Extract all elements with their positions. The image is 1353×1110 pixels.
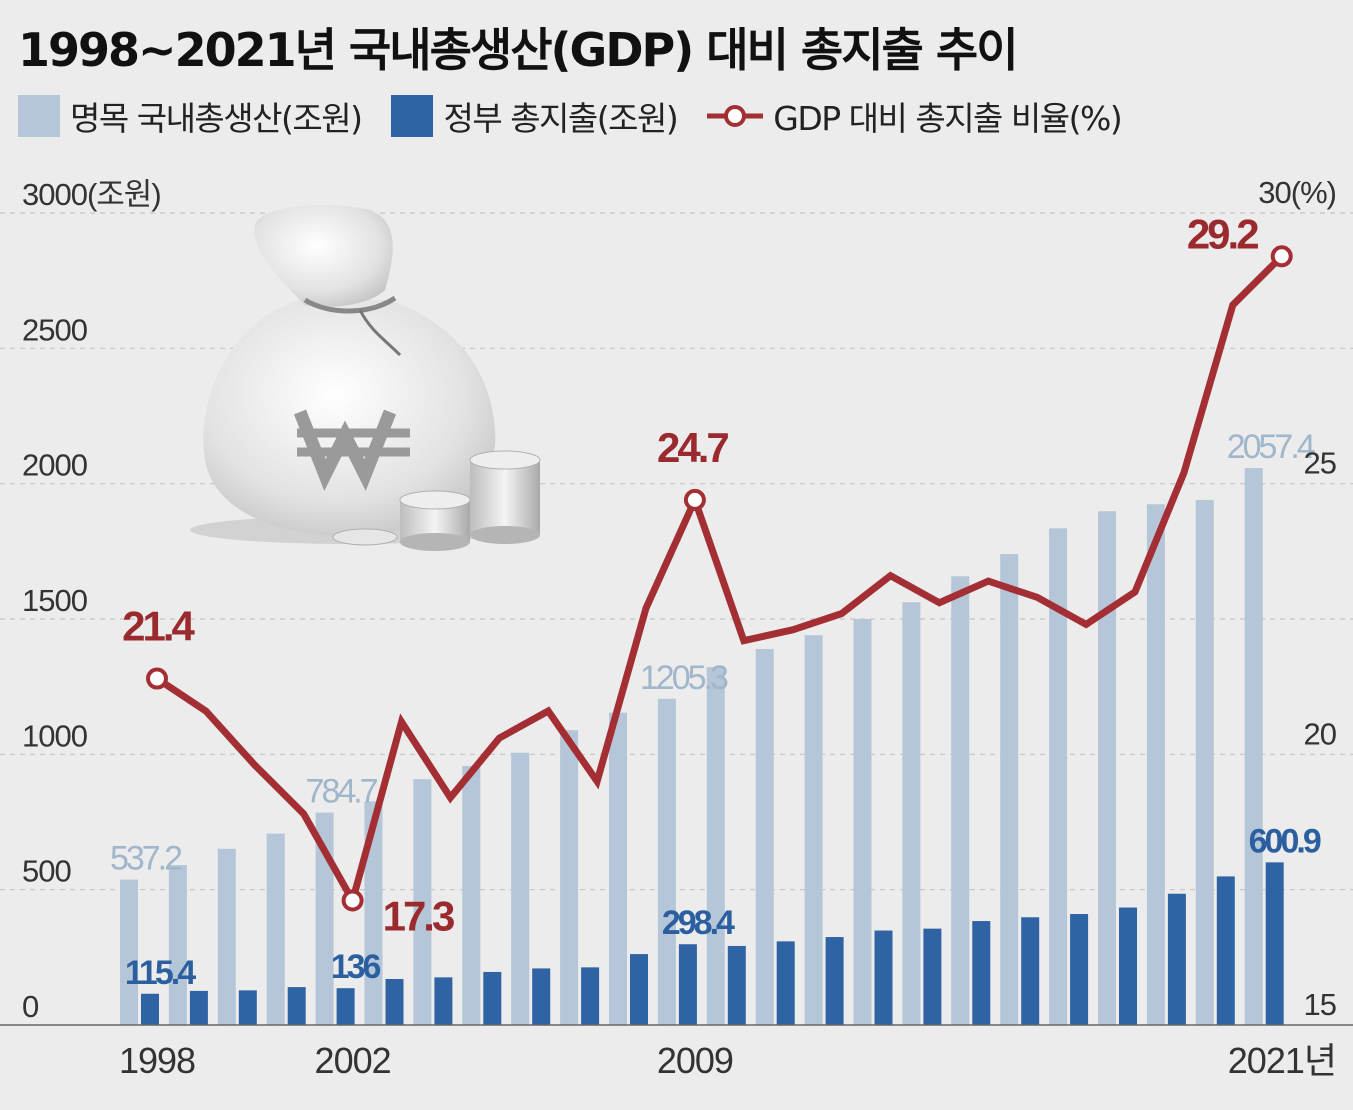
x-axis-tick-label: 2021년 bbox=[1228, 1040, 1336, 1081]
money-bag-icon bbox=[190, 205, 541, 551]
spend-bar bbox=[972, 921, 991, 1025]
gdp-data-label: 1205.3 bbox=[640, 659, 728, 697]
spend-data-label: 298.4 bbox=[662, 904, 735, 942]
spend-bar bbox=[874, 930, 893, 1025]
spend-bar bbox=[630, 954, 648, 1025]
legend-label-spend: 정부 총지출(조원) bbox=[443, 99, 678, 138]
gdp-bar bbox=[1195, 499, 1214, 1025]
legend-item-gdp: 명목 국내총생산(조원) bbox=[18, 92, 363, 140]
spend-bar bbox=[727, 945, 746, 1025]
spend-bar bbox=[287, 987, 306, 1025]
chart-title: 1998~2021년 국내총생산(GDP) 대비 총지출 추이 bbox=[18, 23, 1019, 77]
left-axis-tick-label: 2000 bbox=[22, 448, 88, 483]
gdp-bar bbox=[853, 619, 872, 1025]
gdp-data-label: 2057.4 bbox=[1227, 428, 1315, 466]
spend-bar bbox=[141, 993, 159, 1025]
legend-swatch-gdp bbox=[18, 95, 60, 137]
axis-labels: 0 500 1000 1500 2000 2500 3000(조원) 15 20 25 30(%) 1… bbox=[22, 175, 1338, 1081]
spend-bar bbox=[483, 971, 502, 1025]
gdp-bar bbox=[217, 848, 236, 1025]
gdp-bar bbox=[560, 730, 579, 1025]
right-axis-tick-label: 15 bbox=[1304, 987, 1336, 1022]
spend-bar bbox=[238, 990, 257, 1025]
spend-bar bbox=[581, 967, 600, 1025]
spend-bar bbox=[189, 990, 208, 1025]
legend-line-marker-icon bbox=[707, 105, 764, 127]
gdp-bar bbox=[1244, 468, 1263, 1026]
spend-bar bbox=[1216, 876, 1235, 1025]
legend-item-spend: 정부 총지출(조원) bbox=[391, 92, 679, 140]
spend-bar bbox=[532, 968, 551, 1025]
left-axis-tick-label: 500 bbox=[22, 854, 71, 889]
gdp-bar bbox=[1049, 528, 1068, 1025]
ratio-line bbox=[146, 245, 1293, 912]
ratio-marker bbox=[341, 889, 364, 912]
ratio-polyline bbox=[153, 252, 1286, 910]
right-axis-tick-label: 20 bbox=[1304, 716, 1337, 751]
spend-bar bbox=[336, 988, 355, 1025]
spend-bar bbox=[385, 978, 404, 1025]
spend-bar bbox=[1070, 914, 1089, 1025]
gdp-bar bbox=[951, 576, 970, 1025]
spend-bar bbox=[1265, 862, 1284, 1025]
x-axis-tick-label: 2009 bbox=[657, 1040, 733, 1081]
spend-bar bbox=[678, 944, 697, 1025]
gdp-bar bbox=[511, 752, 530, 1025]
gdp-bar bbox=[657, 698, 676, 1025]
ratio-data-label: 24.7 bbox=[657, 424, 728, 471]
legend-item-ratio: GDP 대비 총지출 비율(%) bbox=[707, 92, 1123, 140]
ratio-marker bbox=[1270, 245, 1293, 268]
spend-bar bbox=[434, 977, 453, 1025]
gdp-data-label: 537.2 bbox=[110, 840, 182, 878]
x-axis-tick-label: 2002 bbox=[315, 1040, 391, 1081]
gdp-bar bbox=[266, 833, 285, 1025]
spend-data-label: 136 bbox=[331, 948, 381, 986]
gdp-bars bbox=[120, 468, 1263, 1026]
gdp-data-label: 784.7 bbox=[306, 773, 378, 811]
gdp-bar bbox=[168, 865, 187, 1025]
gdp-bar bbox=[755, 649, 774, 1025]
gdp-bar bbox=[1000, 554, 1019, 1025]
legend-swatch-spend bbox=[391, 95, 434, 137]
gdp-bar bbox=[413, 779, 432, 1025]
legend: 명목 국내총생산(조원) 정부 총지출(조원) GDP 대비 총지출 비율(%) bbox=[18, 92, 1123, 140]
legend-label-gdp: 명목 국내총생산(조원) bbox=[70, 99, 363, 138]
spend-bar bbox=[1119, 907, 1137, 1025]
gdp-bar bbox=[364, 801, 383, 1025]
spend-bar bbox=[1021, 917, 1040, 1025]
right-axis-tick-label: 30(%) bbox=[1258, 175, 1336, 210]
ratio-data-label: 21.4 bbox=[122, 603, 195, 650]
gdp-bar bbox=[1098, 511, 1116, 1025]
spend-bar bbox=[776, 941, 795, 1025]
gdp-bar bbox=[120, 879, 138, 1025]
spend-bar bbox=[923, 928, 942, 1025]
spend-data-label: 115.4 bbox=[125, 954, 196, 992]
spend-bars bbox=[141, 862, 1284, 1025]
ratio-data-label: 29.2 bbox=[1187, 210, 1258, 257]
ratio-marker bbox=[146, 667, 168, 690]
right-axis-tick-label: 25 bbox=[1304, 446, 1336, 481]
gdp-bar bbox=[1146, 504, 1165, 1026]
x-axis-tick-label: 1998 bbox=[119, 1040, 195, 1081]
left-axis-tick-label: 3000(조원) bbox=[22, 177, 161, 212]
left-axis-tick-label: 1000 bbox=[22, 718, 88, 753]
gdp-bar bbox=[902, 602, 921, 1025]
spend-bar bbox=[1167, 893, 1186, 1025]
legend-label-ratio: GDP 대비 총지출 비율(%) bbox=[773, 99, 1122, 138]
gdp-bar bbox=[462, 765, 481, 1025]
ratio-marker bbox=[683, 488, 706, 511]
spend-data-label: 600.9 bbox=[1249, 822, 1321, 860]
won-sign-icon bbox=[293, 409, 410, 491]
left-axis-tick-label: 1500 bbox=[22, 583, 88, 618]
gdp-bar bbox=[706, 667, 725, 1025]
data-labels: 537.2 784.7 1205.3 2057.4 115.4 136 298.4 600.9… bbox=[110, 210, 1324, 992]
ratio-data-label: 17.3 bbox=[383, 892, 454, 939]
left-axis-tick-label: 0 bbox=[22, 989, 39, 1024]
spend-bar bbox=[825, 937, 844, 1025]
gdp-bar bbox=[609, 712, 627, 1025]
left-axis-tick-label: 2500 bbox=[22, 312, 88, 347]
gdp-bar bbox=[804, 635, 823, 1025]
coin-stack-icon bbox=[332, 450, 541, 551]
